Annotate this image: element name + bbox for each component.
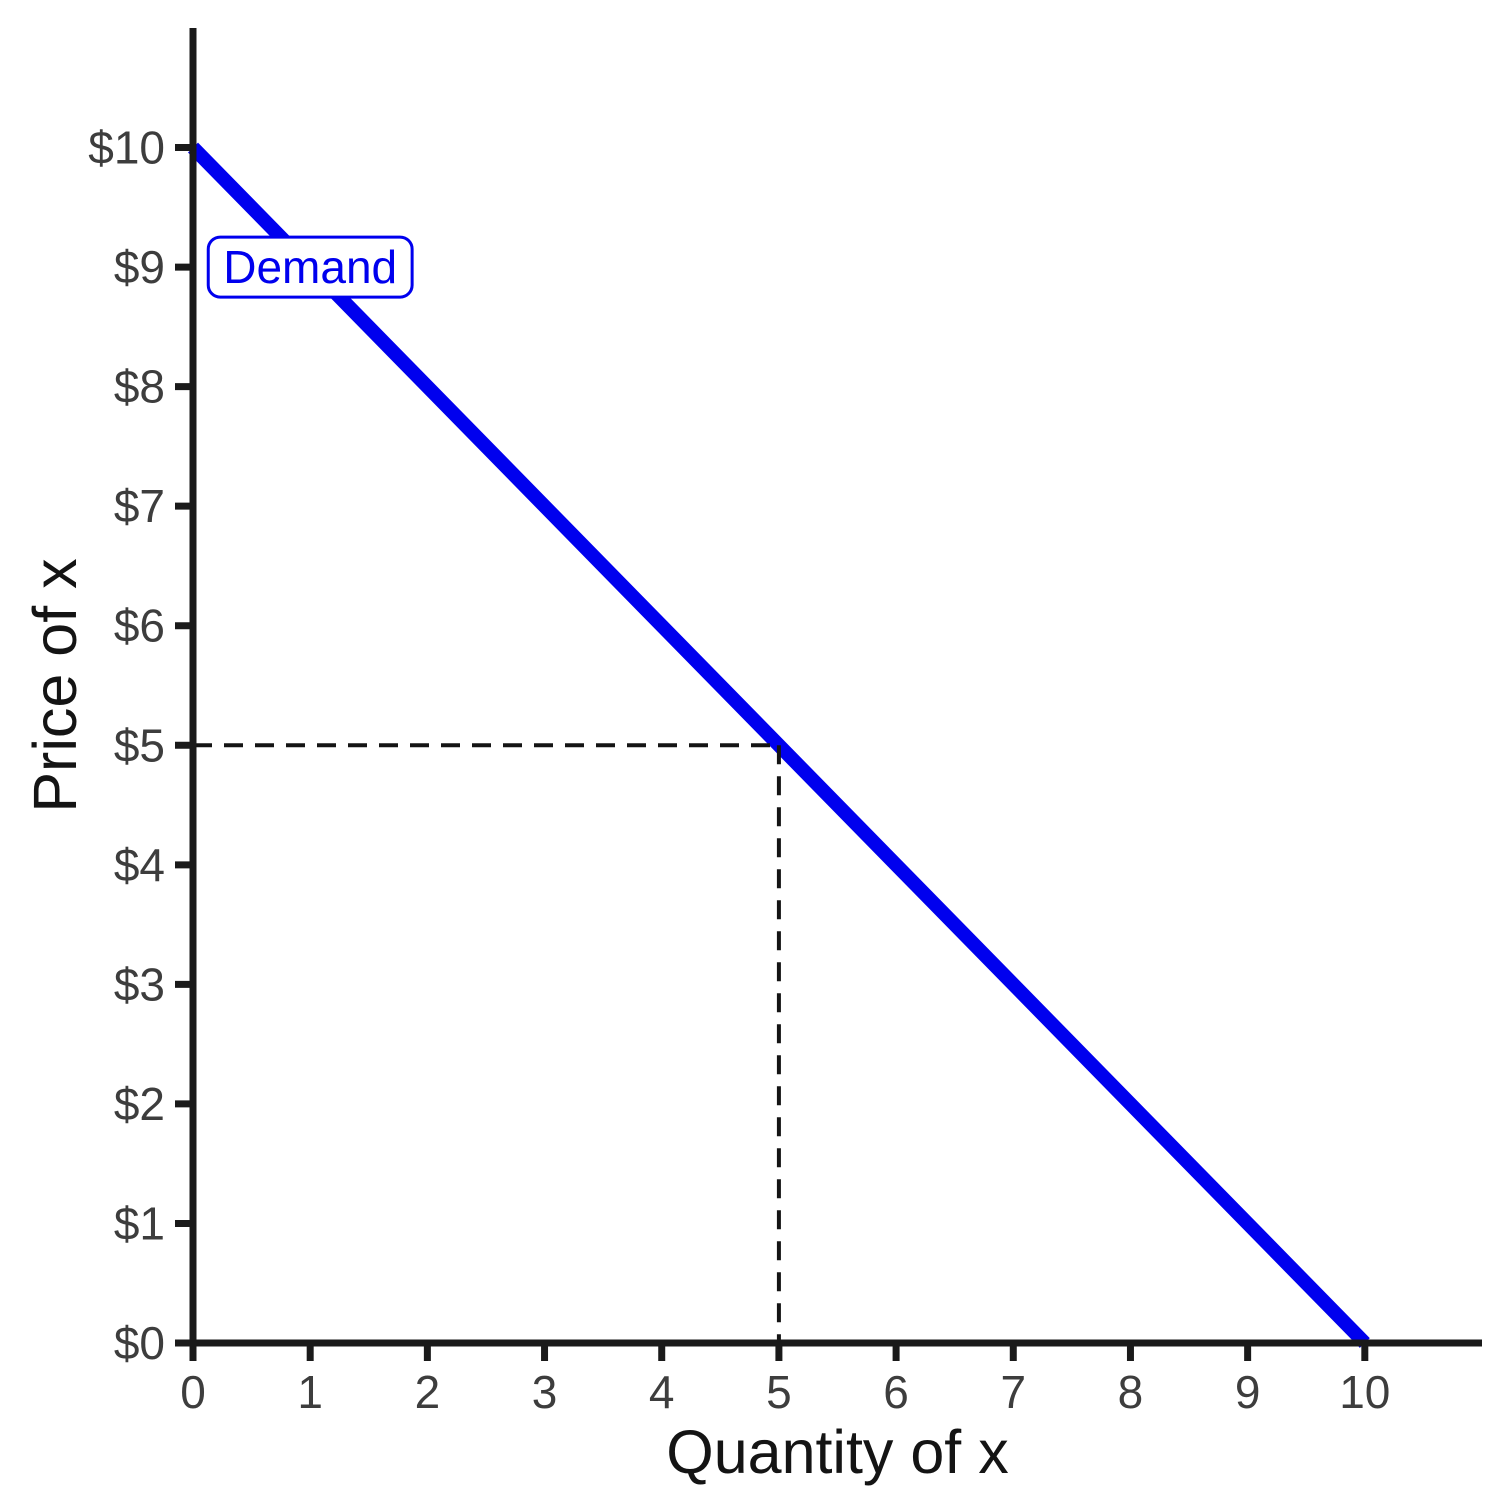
y-tick-label: $0: [114, 1317, 165, 1369]
y-axis-title: Price of x: [21, 558, 89, 812]
x-axis-title: Quantity of x: [666, 1418, 1008, 1486]
y-tick-label: $4: [114, 839, 165, 891]
series-label-text: Demand: [223, 241, 397, 293]
x-tick-label: 6: [883, 1366, 909, 1418]
x-tick-label: 8: [1118, 1366, 1144, 1418]
y-tick-label: $1: [114, 1197, 165, 1249]
y-tick-label: $10: [88, 122, 165, 174]
x-tick-label: 7: [1000, 1366, 1026, 1418]
y-tick-label: $8: [114, 361, 165, 413]
x-tick-label: 1: [297, 1366, 323, 1418]
y-tick-label: $2: [114, 1078, 165, 1130]
y-tick-label: $7: [114, 480, 165, 532]
y-tick-label: $9: [114, 241, 165, 293]
x-tick-label: 4: [649, 1366, 675, 1418]
x-tick-label: 5: [766, 1366, 792, 1418]
y-tick-label: $3: [114, 958, 165, 1010]
y-tick-label: $6: [114, 600, 165, 652]
axes-spines: [189, 28, 1482, 1347]
y-tick-label: $5: [114, 719, 165, 771]
x-tick-label: 9: [1235, 1366, 1261, 1418]
series-label-box: [206, 235, 414, 299]
x-tick-label: 10: [1339, 1366, 1390, 1418]
x-tick-label: 3: [532, 1366, 558, 1418]
x-tick-label: 0: [180, 1366, 206, 1418]
x-tick-label: 2: [415, 1366, 441, 1418]
